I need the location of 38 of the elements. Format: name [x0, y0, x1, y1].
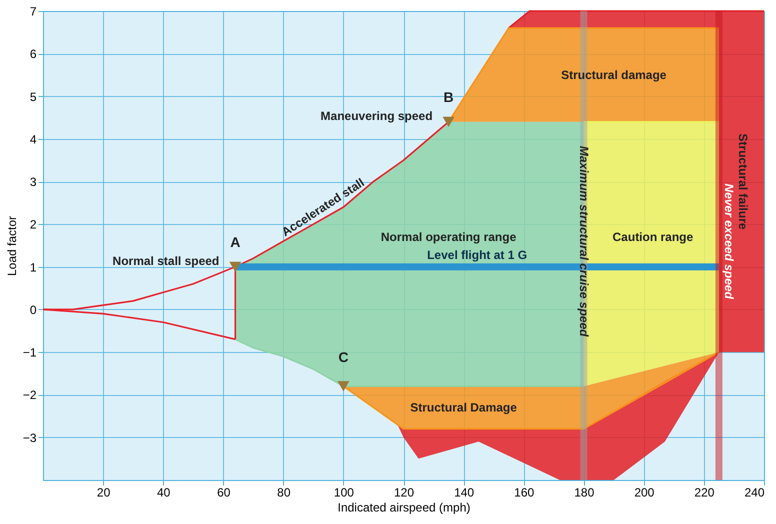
- x-tick-label: 160: [514, 486, 534, 500]
- x-tick-label: 180: [574, 486, 595, 500]
- annotation: Normal stall speed: [112, 254, 220, 268]
- y-axis-title: Load factor: [4, 216, 19, 276]
- annotation: Structural failure: [736, 134, 750, 230]
- y-tick-label: 5: [30, 90, 37, 104]
- y-tick-label: 6: [30, 47, 37, 62]
- annotation: Caution range: [612, 230, 694, 244]
- y-tick-label: −1: [22, 346, 37, 360]
- y-tick-label: −2: [22, 388, 37, 402]
- ref-line-label: Maximum structural cruise speed: [576, 146, 591, 338]
- y-tick-label: 2: [30, 218, 37, 232]
- y-tick-label: 0: [30, 302, 37, 317]
- annotation: B: [444, 88, 454, 105]
- x-tick-label: 120: [394, 486, 414, 500]
- x-tick-label: 240: [744, 486, 765, 500]
- annotation: A: [230, 234, 240, 250]
- series-label: Level flight at 1 G: [427, 248, 528, 262]
- annotation: Normal operating range: [380, 230, 517, 244]
- x-tick-label: 20: [96, 486, 111, 500]
- ref-line-label: Never exceed speed: [722, 184, 736, 300]
- x-axis-title: Indicated airspeed (mph): [338, 500, 470, 514]
- annotation: Maneuvering speed: [320, 108, 433, 123]
- x-tick-label: 220: [694, 486, 715, 500]
- y-tick-label: 4: [30, 132, 37, 146]
- y-tick-label: 1: [30, 260, 37, 274]
- y-tick-label: −3: [22, 430, 37, 445]
- x-tick-label: 200: [634, 486, 655, 500]
- x-tick-label: 40: [156, 486, 171, 500]
- x-tick-label: 140: [454, 486, 474, 500]
- x-tick-label: 100: [334, 486, 354, 500]
- x-tick-label: 60: [217, 486, 231, 500]
- annotation: C: [338, 349, 348, 366]
- annotation: Structural Damage: [410, 400, 518, 415]
- y-tick-label: 7: [30, 4, 37, 18]
- annotation: Structural damage: [561, 68, 667, 82]
- y-tick-label: 3: [30, 175, 37, 190]
- x-tick-label: 80: [277, 486, 291, 500]
